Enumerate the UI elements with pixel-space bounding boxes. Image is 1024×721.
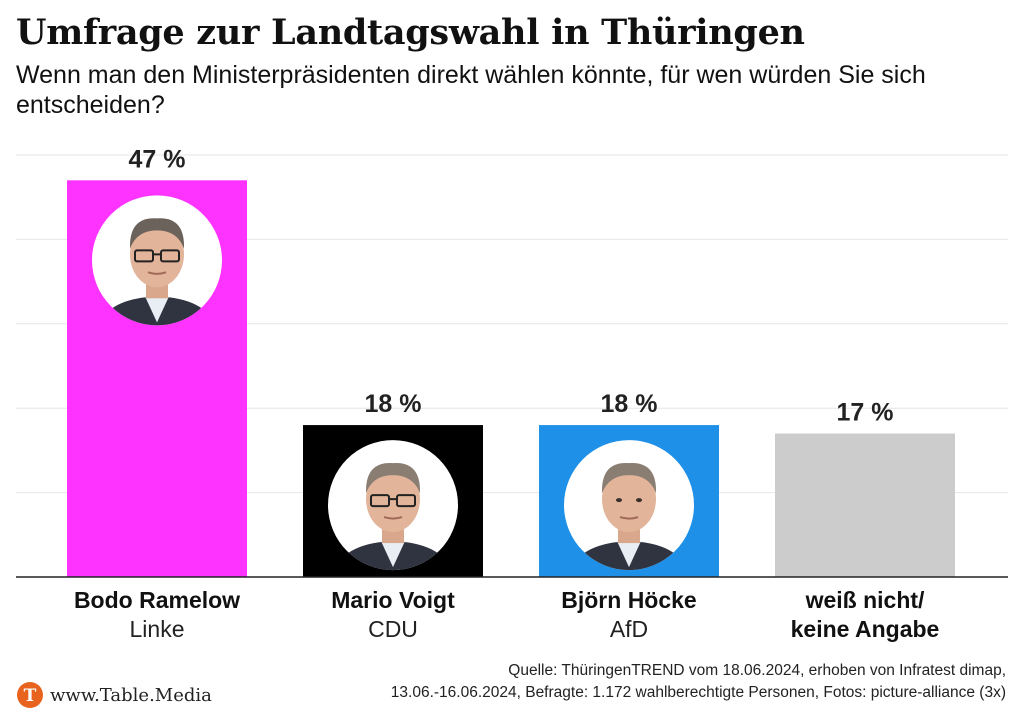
category-sublabel: AfD: [610, 616, 648, 642]
svg-text:T: T: [24, 686, 37, 706]
bar-4: [775, 433, 955, 577]
portrait-photo: [564, 440, 694, 571]
value-label: 18 %: [365, 390, 422, 418]
category-label: Björn Höcke: [561, 587, 696, 613]
category-sublabel: CDU: [368, 616, 418, 642]
category-label: Bodo Ramelow: [74, 587, 240, 613]
brand-url: www.Table.Media: [50, 684, 212, 706]
bar-chart: 47 % Bodo Ramelow Linke 18 % Mario Voigt CDU 1…: [16, 145, 1008, 642]
portrait-photo: [328, 440, 458, 571]
category-label: weiß nicht/: [805, 587, 925, 613]
source-note: Quelle: ThüringenTREND vom 18.06.2024, e…: [286, 660, 1006, 704]
category-sublabel: Linke: [130, 616, 185, 642]
source-line-1: Quelle: ThüringenTREND vom 18.06.2024, e…: [508, 662, 1006, 679]
value-label: 47 %: [129, 145, 186, 173]
chart-subtitle: Wenn man den Ministerpräsidenten direkt …: [16, 61, 926, 119]
portrait-photo: [92, 195, 222, 326]
table-media-logo-icon: T: [17, 682, 43, 708]
chart-title: Umfrage zur Landtagswahl in Thüringen: [16, 12, 805, 53]
category-label: Mario Voigt: [331, 587, 455, 613]
value-label: 18 %: [601, 390, 658, 418]
category-sublabel: keine Angabe: [791, 616, 940, 642]
brand-footer: T www.Table.Media: [16, 681, 212, 709]
value-label: 17 %: [837, 399, 894, 427]
source-line-2: 13.06.-16.06.2024, Befragte: 1.172 wahlb…: [390, 684, 1006, 701]
